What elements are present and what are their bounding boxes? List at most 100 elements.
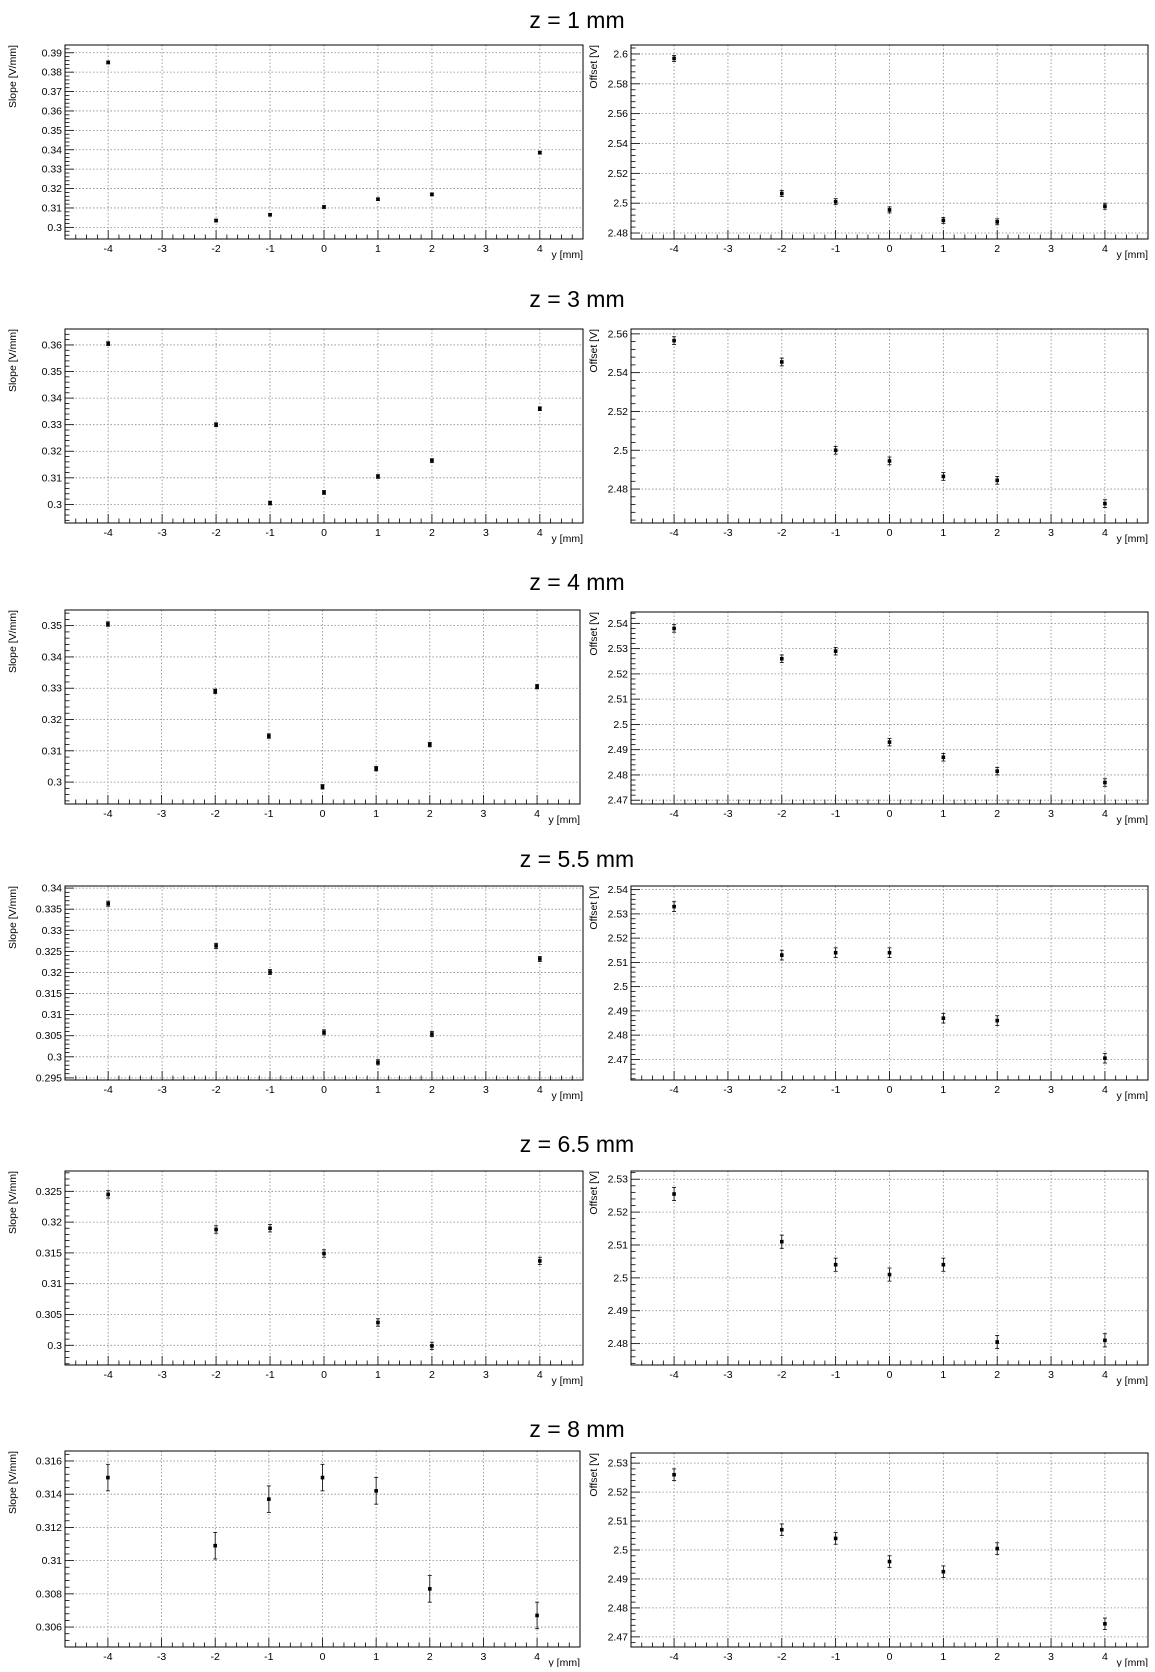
- chart-panel-4: z = 4 mm -4 -3 -2 -1 0 1 2 3 4 0.3 0.31 0.32 0.33 0.34…: [7, 569, 625, 826]
- x-tick-label: 1: [373, 808, 379, 820]
- data-point: [214, 422, 219, 427]
- x-axis-label: y [mm]: [552, 1375, 584, 1387]
- x-tick-label: 3: [481, 808, 487, 820]
- point-marker: [376, 1320, 380, 1325]
- chart-panel-5: -4 -3 -2 -1 0 1 2 3 4 2.47 2.48 2.49 2.5 2.51 2.52 2.53…: [588, 611, 1149, 826]
- x-tick-label: 2: [994, 808, 1000, 820]
- y-axis-label: Offset [V]: [588, 1171, 600, 1215]
- x-tick-label: -4: [669, 1084, 678, 1096]
- data-point: [941, 753, 946, 762]
- point-marker: [995, 769, 1000, 773]
- point-marker: [322, 1251, 326, 1256]
- point-marker: [995, 220, 1000, 224]
- data-point: [268, 1224, 273, 1233]
- data-point: [106, 900, 111, 907]
- y-axis-label: Offset [V]: [588, 1453, 600, 1497]
- point-marker: [106, 622, 110, 626]
- y-tick-label: 2.52: [608, 668, 629, 680]
- y-tick-label: 0.39: [42, 47, 63, 59]
- x-tick-label: 0: [887, 808, 893, 820]
- data-point: [833, 198, 838, 206]
- x-tick-label: -2: [777, 1651, 786, 1663]
- x-tick-label: 4: [1102, 1651, 1108, 1663]
- x-tick-label: -1: [264, 1651, 273, 1663]
- x-tick-label: 2: [429, 1369, 435, 1381]
- y-tick-label: 2.49: [608, 1305, 629, 1317]
- y-tick-label: 0.3: [47, 777, 62, 789]
- point-marker: [833, 1536, 838, 1541]
- y-tick-label: 0.33: [42, 683, 63, 695]
- x-axis-label: y [mm]: [1117, 533, 1149, 545]
- data-point: [375, 1059, 380, 1066]
- point-marker: [941, 218, 946, 223]
- y-tick-label: 2.5: [613, 1272, 628, 1284]
- y-tick-label: 0.305: [36, 1030, 62, 1042]
- x-tick-label: 1: [375, 527, 381, 539]
- y-tick-label: 0.31: [42, 202, 63, 214]
- y-tick-label: 0.31: [42, 472, 63, 484]
- y-tick-label: 0.34: [42, 883, 63, 895]
- x-tick-label: -1: [265, 1084, 274, 1096]
- data-point: [995, 766, 1000, 776]
- data-point: [322, 490, 326, 495]
- point-marker: [779, 656, 784, 661]
- x-axis-label: y [mm]: [1117, 1657, 1149, 1667]
- data-point: [941, 216, 946, 224]
- point-marker: [833, 950, 838, 955]
- chart-panel-9: -4 -3 -2 -1 0 1 2 3 4 2.48 2.49 2.5 2.51 2.52 2.53 y [m…: [588, 1170, 1149, 1387]
- point-marker: [376, 197, 380, 202]
- point-marker: [941, 474, 946, 479]
- data-point: [941, 1012, 946, 1024]
- data-point: [833, 445, 838, 455]
- x-tick-label: 2: [427, 808, 433, 820]
- data-point: [214, 942, 219, 949]
- x-tick-label: -1: [831, 1651, 840, 1663]
- data-point: [887, 1555, 892, 1568]
- point-marker: [322, 1030, 326, 1035]
- point-marker: [322, 490, 326, 495]
- point-marker: [672, 338, 676, 343]
- y-tick-label: 0.34: [42, 393, 63, 405]
- y-tick-label: 0.315: [36, 988, 62, 1000]
- x-tick-label: 1: [375, 1369, 381, 1381]
- point-marker: [538, 150, 542, 155]
- data-point: [779, 190, 784, 197]
- point-marker: [1103, 1338, 1107, 1343]
- point-marker: [430, 1032, 434, 1036]
- x-tick-label: -3: [723, 1651, 732, 1663]
- x-tick-label: 2: [429, 243, 435, 255]
- x-axis-label: y [mm]: [552, 249, 584, 261]
- data-point: [833, 646, 838, 656]
- y-tick-label: 2.47: [608, 795, 629, 807]
- data-point: [1102, 778, 1107, 787]
- x-tick-label: -2: [211, 1369, 220, 1381]
- point-marker: [267, 734, 271, 738]
- x-tick-label: 3: [1048, 808, 1054, 820]
- row-title: z = 5.5 mm: [520, 846, 634, 872]
- data-point: [672, 336, 677, 345]
- data-point: [105, 1463, 110, 1492]
- x-tick-label: -3: [723, 1369, 732, 1381]
- y-tick-label: 0.33: [42, 925, 63, 937]
- x-tick-label: 1: [940, 1084, 946, 1096]
- y-axis-label: Offset [V]: [588, 612, 600, 656]
- x-tick-label: 1: [940, 243, 946, 255]
- y-axis-label: Slope [V/mm]: [7, 329, 19, 392]
- point-marker: [941, 755, 946, 760]
- point-marker: [213, 689, 218, 694]
- x-tick-label: -3: [157, 1084, 166, 1096]
- y-tick-label: 0.32: [42, 967, 63, 979]
- point-marker: [374, 766, 378, 771]
- data-point: [887, 737, 892, 747]
- data-point: [833, 947, 838, 958]
- y-tick-label: 0.3: [47, 222, 62, 234]
- y-tick-label: 0.31: [42, 1278, 63, 1290]
- x-tick-label: -1: [831, 527, 840, 539]
- y-tick-label: 0.32: [42, 1217, 63, 1229]
- data-point: [375, 1318, 380, 1327]
- point-marker: [672, 1472, 676, 1477]
- data-point: [672, 1187, 677, 1201]
- data-point: [779, 949, 784, 961]
- y-tick-label: 0.3: [47, 499, 62, 511]
- x-tick-label: 1: [940, 1369, 946, 1381]
